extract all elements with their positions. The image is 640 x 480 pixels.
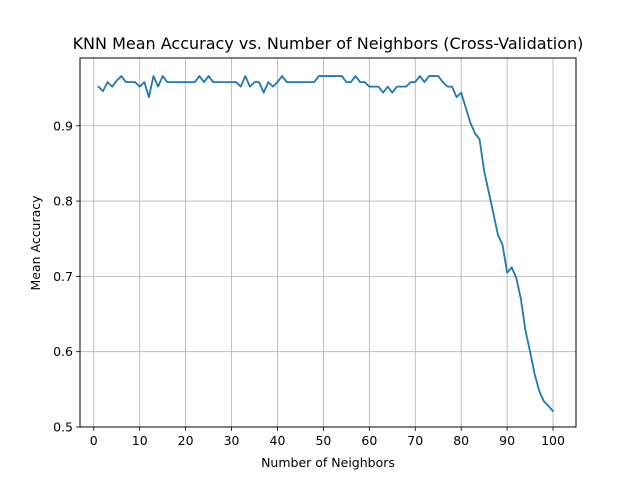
y-tick-label: 0.8 — [53, 194, 73, 209]
x-tick-label: 80 — [453, 433, 469, 448]
y-tick-label: 0.5 — [53, 420, 73, 435]
x-tick-label: 60 — [361, 433, 377, 448]
x-tick-label: 90 — [499, 433, 515, 448]
ticks: 0 10 20 30 40 50 60 70 80 90 100 0.5 0.6 0.7 0.8 0.9 — [53, 118, 565, 448]
x-tick-label: 70 — [407, 433, 423, 448]
y-tick-label: 0.9 — [53, 118, 73, 133]
x-tick-label: 50 — [315, 433, 331, 448]
x-tick-label: 40 — [270, 433, 286, 448]
x-tick-label: 10 — [132, 433, 148, 448]
y-axis-label: Mean Accuracy — [28, 195, 43, 291]
x-tick-label: 0 — [90, 433, 98, 448]
y-tick-label: 0.6 — [53, 344, 73, 359]
plot-frame — [79, 57, 577, 428]
y-tick-label: 0.7 — [53, 269, 73, 284]
chart-title: KNN Mean Accuracy vs. Number of Neighbor… — [73, 34, 584, 53]
x-tick-label: 20 — [178, 433, 194, 448]
series-line — [97, 75, 554, 413]
x-tick-label: 30 — [224, 433, 240, 448]
x-axis-label: Number of Neighbors — [261, 455, 395, 470]
x-tick-label: 100 — [541, 433, 565, 448]
